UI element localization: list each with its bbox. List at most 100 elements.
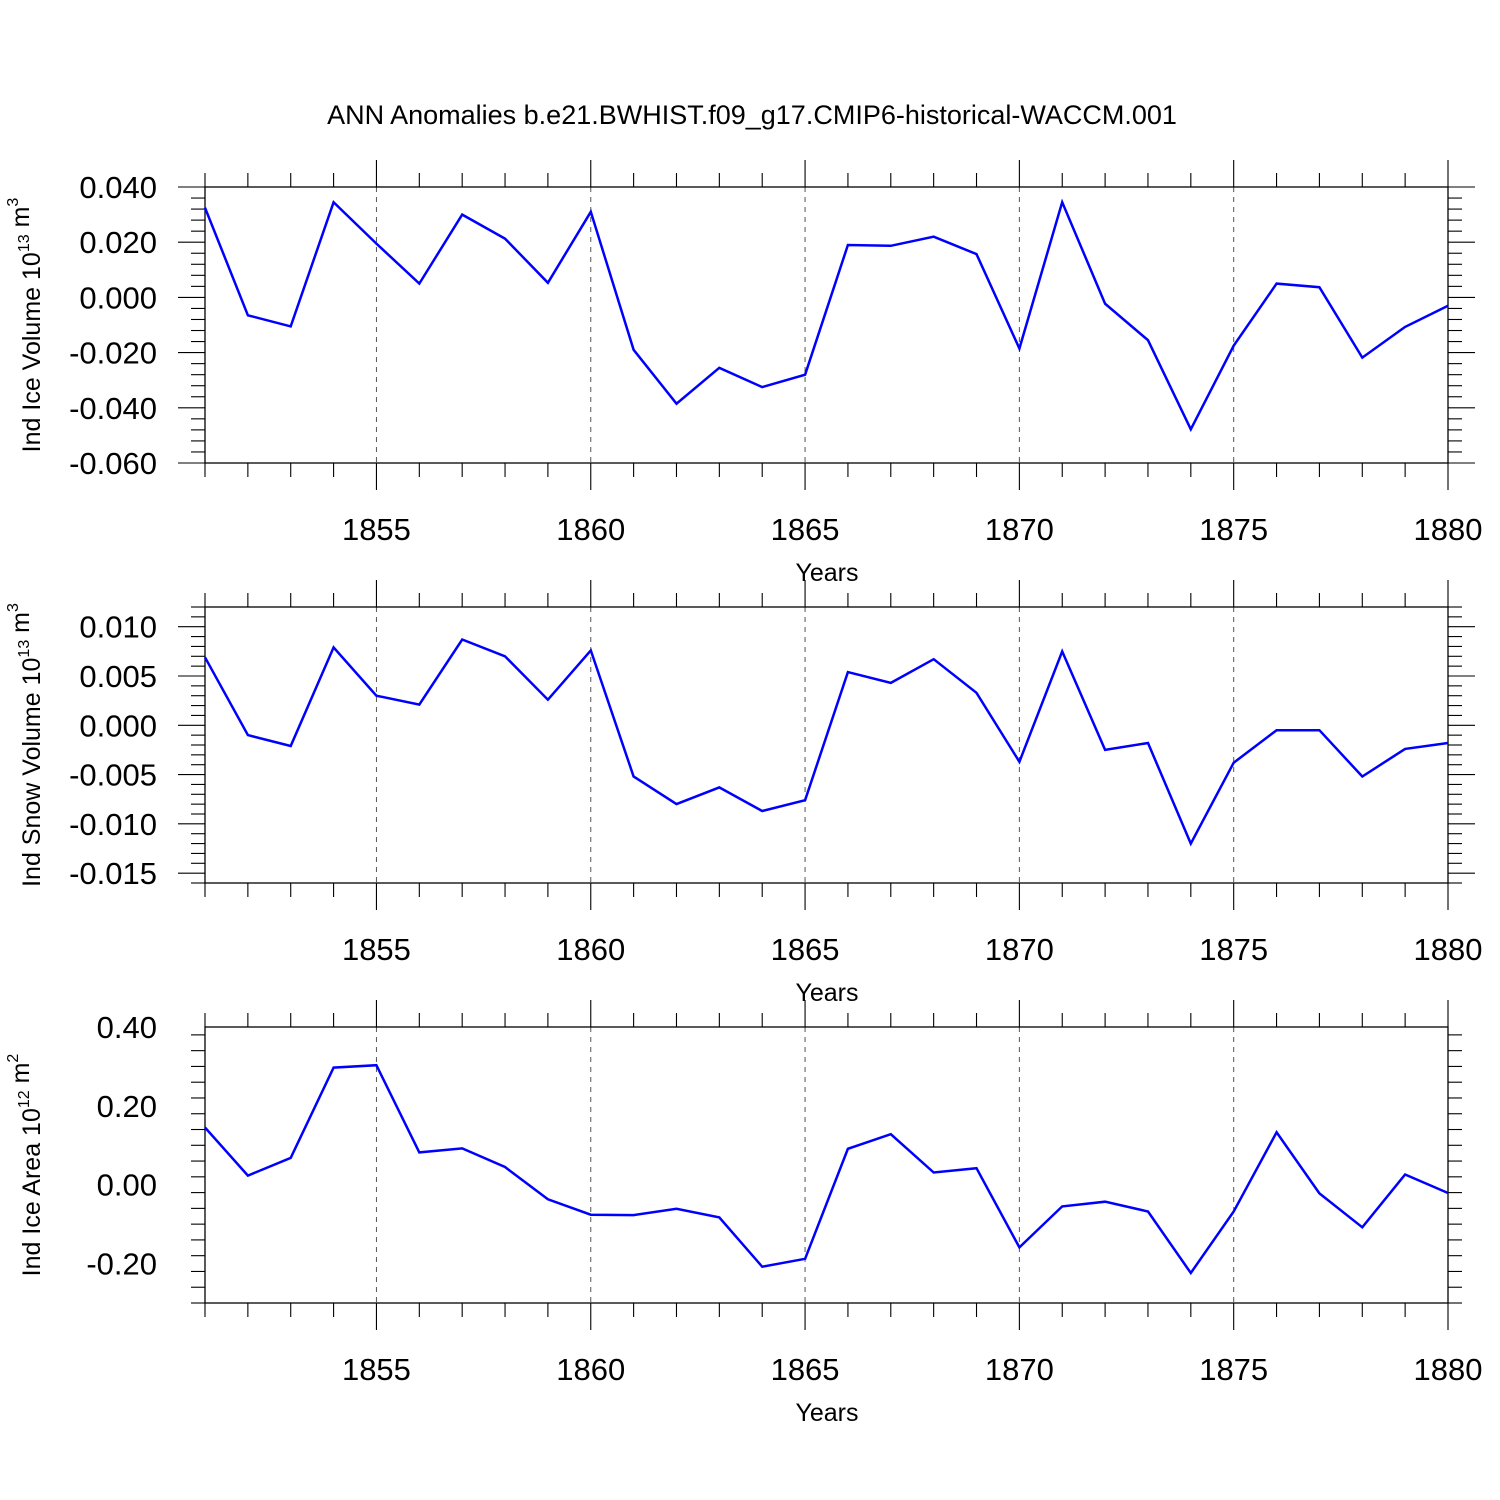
x-tick-label: 1865 [771,932,840,967]
data-point [1274,1130,1279,1135]
data-point [760,1264,765,1269]
data-point [1446,1190,1451,1195]
y-tick-label: 0.040 [79,170,157,205]
data-point [1188,427,1193,432]
data-point [1145,741,1150,746]
data-point [717,785,722,790]
data-point [417,702,422,707]
data-point [1145,338,1150,343]
y-tick-label: -0.020 [69,336,157,371]
y-tick-label: -0.005 [69,758,157,793]
data-point [417,1150,422,1155]
data-point [1446,303,1451,308]
data-point [717,365,722,370]
y-tick-label: -0.040 [69,391,157,426]
data-point [374,241,379,246]
data-point [888,680,893,685]
x-tick-label: 1860 [556,1352,625,1387]
x-tick-label: 1870 [985,512,1054,547]
data-point [1446,741,1451,746]
data-point [1017,1245,1022,1250]
data-point [1274,281,1279,286]
x-tick-label: 1865 [771,512,840,547]
data-point [1017,346,1022,351]
data-point [288,1155,293,1160]
data-point [631,774,636,779]
data-point [760,385,765,390]
data-point [1060,200,1065,205]
plot-frame [204,1026,1449,1304]
data-point [203,655,208,660]
data-point [803,1256,808,1261]
y-tick-label: 0.000 [79,708,157,743]
data-point [503,654,508,659]
data-point [888,243,893,248]
x-tick-label: 1870 [985,1352,1054,1387]
panel-2: 1855 1860 1865 1870 1875 1880 -0.015 -0.010 -0.0… [5,580,1482,1007]
data-point [588,209,593,214]
data-point [1103,747,1108,752]
data-point [1317,285,1322,290]
data-point [460,637,465,642]
data-point [331,1065,336,1070]
x-tick-label: 1875 [1199,512,1268,547]
data-point [674,802,679,807]
data-point [417,281,422,286]
data-point [931,234,936,239]
x-tick-label: 1880 [1414,1352,1483,1387]
data-point [845,670,850,675]
data-point [288,743,293,748]
series-line [203,637,1449,847]
x-tick-label: 1860 [556,932,625,967]
y-axis-title: Ind Ice Volume 1013 m3 [5,198,46,453]
data-point [1188,1271,1193,1276]
data-point [888,1132,893,1137]
data-point [203,205,208,210]
data-point [931,1170,936,1175]
x-axis-title: Years [795,979,858,1007]
x-axis-title: Years [795,1399,858,1427]
series-line [204,1063,1449,1276]
data-point [331,645,336,650]
y-tick-label: 0.000 [79,280,157,315]
data-point [974,1166,979,1171]
data-point [631,1213,636,1218]
x-tick-label: 1865 [771,1352,840,1387]
y-tick-label: 0.20 [97,1089,157,1124]
data-point [1231,343,1236,348]
y-tick-label: -0.060 [69,446,157,481]
data-point [288,324,293,329]
data-point [460,1146,465,1151]
data-point [245,313,250,318]
data-point [974,690,979,695]
y-tick-label: 0.40 [97,1010,157,1045]
x-tick-label: 1855 [342,1352,411,1387]
data-point [545,1197,550,1202]
data-point [203,1125,208,1130]
y-axis-title: Ind Ice Area 1012 m2 [5,1054,46,1277]
data-point [631,347,636,352]
data-point [1103,301,1108,306]
data-point [1231,760,1236,765]
data-point [245,733,250,738]
data-point [503,236,508,241]
data-point [1017,759,1022,764]
x-axis-title: Years [795,559,858,587]
data-point [674,1206,679,1211]
data-point [374,693,379,698]
data-point [803,798,808,803]
y-tick-label: 0.005 [79,659,157,694]
y-tick-label: -0.010 [69,807,157,842]
data-point [374,1063,379,1068]
data-point [1060,1204,1065,1209]
data-point [1317,1191,1322,1196]
data-point [974,252,979,257]
series-line [203,198,1449,433]
data-point [1317,728,1322,733]
data-point [717,1215,722,1220]
y-axis-title: Ind Snow Volume 1013 m3 [5,603,46,887]
plot-frame [204,186,1449,464]
data-point [1274,728,1279,733]
